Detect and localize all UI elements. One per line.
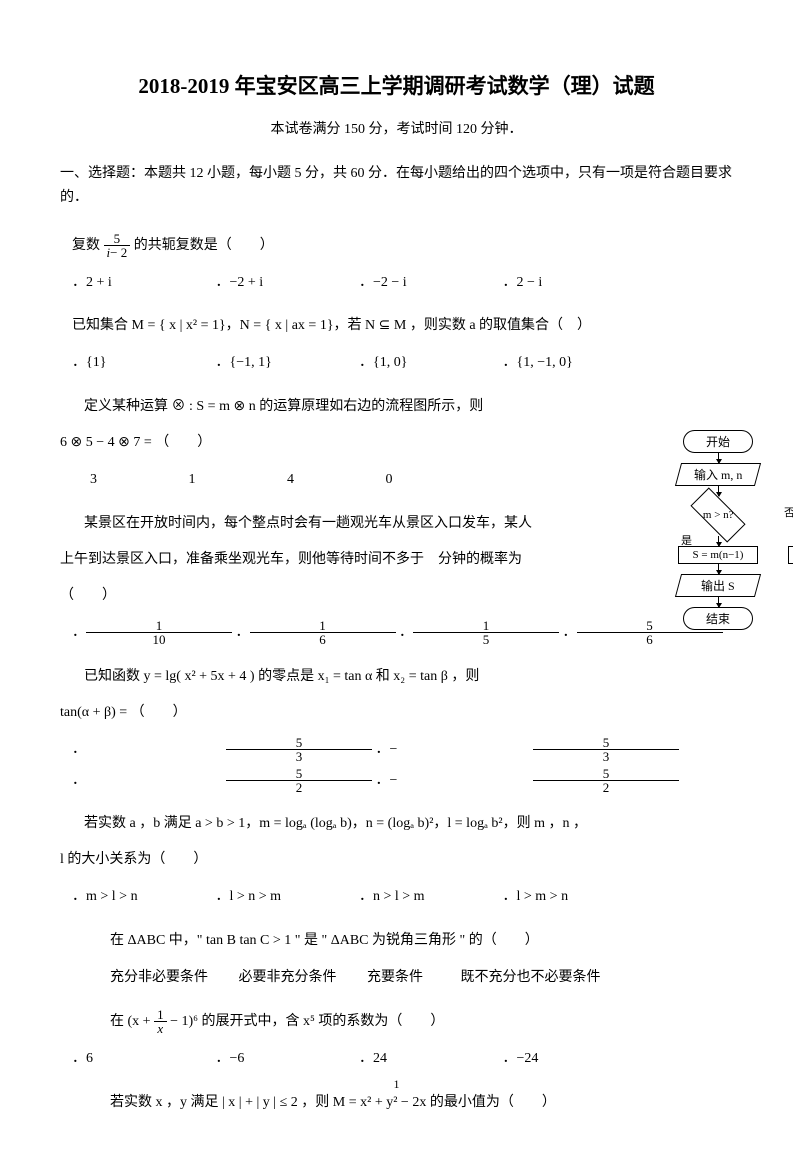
fc-input: 输入 m, n: [675, 463, 761, 486]
q5-opt-a: ．53: [72, 735, 372, 766]
q8-opt-c: ．24: [359, 1044, 499, 1075]
question-7: 在 ΔABC 中，" tan B tan C > 1 " 是 " ΔABC 为锐…: [60, 927, 733, 955]
q1-opt-a: ．2 + i: [72, 268, 212, 299]
question-2: 已知集合 M = { x | x² = 1}，N = { x | ax = 1}…: [60, 312, 733, 340]
q8-text-a: 在 (x +: [110, 1014, 154, 1029]
q2-opt-b: ．{−1, 1}: [216, 348, 356, 379]
q1-frac-num: 5: [104, 232, 131, 246]
fc-arrow-icon: [718, 536, 719, 546]
q8-options: ．6 ．−6 ．24 ．−24: [60, 1044, 733, 1075]
q1-opt-c: ．−2 − i: [359, 268, 499, 299]
q5-opt-b: ．− 53: [376, 735, 680, 766]
q2-options: ．{1} ．{−1, 1} ．{1, 0} ．{1, −1, 0}: [60, 348, 733, 379]
fc-end: 结束: [683, 607, 753, 630]
q7-opt-a: 充分非必要条件: [110, 963, 235, 994]
q7-opt-d: 既不充分也不必要条件: [461, 963, 631, 994]
q5-options: ．53 ．− 53 ．52 ．− 52: [60, 735, 733, 797]
q3-opt-b: 1: [189, 465, 284, 496]
fc-no-label: 否: [784, 504, 793, 520]
question-4-l2: 上午到达景区入口，准备乘坐观光车，则他等待时间不多于 分钟的概率为: [60, 546, 570, 574]
q3-text-a: 定义某种运算 ⊗ : S = m ⊗ n 的运算原理如右边的流程图所示，则: [84, 399, 483, 414]
q6-opt-b: ．l > n > m: [216, 882, 356, 913]
q4-options: ．110 ．16 ．15 ．56: [60, 618, 733, 649]
q2-opt-c: ．{1, 0}: [359, 348, 499, 379]
fc-arrow-icon: [718, 486, 719, 496]
q6-options: ．m > l > n ．l > n > m ．n > l > m ．l > m …: [60, 882, 733, 913]
q1-text-b: 的共轭复数是（ ）: [134, 238, 274, 253]
question-3: 定义某种运算 ⊗ : S = m ⊗ n 的运算原理如右边的流程图所示，则: [60, 393, 564, 421]
fc-condition: m > n?: [690, 487, 745, 542]
fc-branch-no: S = n(m−1): [788, 546, 793, 564]
q7-opt-b: 必要非充分条件: [239, 963, 364, 994]
q3-opt-d: 0: [386, 465, 481, 496]
q3-opt-c: 4: [287, 465, 382, 496]
question-5b: tan(α + β) = （ ）: [60, 699, 733, 727]
q8-opt-b: ．−6: [216, 1044, 356, 1075]
q1-fraction: 5 i− 2: [104, 232, 131, 259]
q2-opt-d: ．{1, −1, 0}: [503, 348, 643, 379]
question-8: 在 (x + 1 x − 1)⁶ 的展开式中，含 x⁵ 项的系数为（ ）: [60, 1008, 733, 1036]
fc-arrow-icon: [718, 597, 719, 607]
fc-branch-yes: S = m(n−1): [678, 546, 758, 564]
q3-options: 3 1 4 0: [60, 465, 733, 496]
page-number: 1: [0, 1077, 793, 1092]
q8-text-b: − 1)⁶ 的展开式中，含 x⁵ 项的系数为（ ）: [170, 1014, 444, 1029]
fc-output: 输出 S: [675, 574, 761, 597]
q1-text-a: 复数: [72, 238, 104, 253]
question-4-l3: （ ）: [60, 582, 733, 610]
q5-opt-d: ．− 52: [376, 766, 680, 797]
question-1: 复数 5 i− 2 的共轭复数是（ ）: [60, 232, 733, 260]
q6-opt-a: ．m > l > n: [72, 882, 212, 913]
fc-arrow-icon: [718, 564, 719, 574]
fc-arrow-icon: [718, 453, 719, 463]
q7-opt-c: 充要条件: [367, 963, 457, 994]
q1-frac-den: i− 2: [104, 246, 131, 259]
question-3b: 6 ⊗ 5 − 4 ⊗ 7 = （ ）: [60, 429, 733, 457]
q6-opt-c: ．n > l > m: [359, 882, 499, 913]
fc-start: 开始: [683, 430, 753, 453]
q4-opt-c: ．15: [399, 618, 559, 649]
page-title: 2018-2019 年宝安区高三上学期调研考试数学（理）试题: [60, 70, 733, 100]
q2-opt-a: ．{1}: [72, 348, 212, 379]
q1-opt-b: ．−2 + i: [216, 268, 356, 299]
question-6b: l 的大小关系为（ ）: [60, 846, 733, 874]
q4-opt-a: ．110: [72, 618, 232, 649]
q1-options: ．2 + i ．−2 + i ．−2 − i ．2 − i: [60, 268, 733, 299]
q6-opt-d: ．l > m > n: [503, 882, 643, 913]
q8-opt-a: ．6: [72, 1044, 212, 1075]
q7-options: 充分非必要条件 必要非充分条件 充要条件 既不充分也不必要条件: [60, 963, 733, 994]
q1-opt-d: ．2 − i: [503, 268, 643, 299]
q5-opt-c: ．52: [72, 766, 372, 797]
q3-opt-a: 3: [90, 465, 185, 496]
q8-fraction: 1 x: [154, 1008, 167, 1035]
question-5a: 已知函数 y = lg( x² + 5x + 4 ) 的零点是 x₁ = tan…: [60, 663, 733, 691]
question-6a: 若实数 a ，b 满足 a > b > 1，m = logₐ (logₐ b)，…: [60, 810, 733, 838]
page-subtitle: 本试卷满分 150 分，考试时间 120 分钟．: [60, 118, 733, 138]
question-4-l1: 某景区在开放时间内，每个整点时会有一趟观光车从景区入口发车，某人: [60, 510, 564, 538]
question-9: 若实数 x ，y 满足 | x | + | y | ≤ 2 ，则 M = x² …: [60, 1089, 733, 1117]
q8-opt-d: ．−24: [503, 1044, 643, 1075]
flowchart: 开始 输入 m, n m > n? 否 是 S = m(n−1) S = n(m…: [643, 430, 793, 630]
q4-opt-b: ．16: [236, 618, 396, 649]
section-intro: 一、选择题：本题共 12 小题，每小题 5 分，共 60 分．在每小题给出的四个…: [60, 162, 733, 210]
